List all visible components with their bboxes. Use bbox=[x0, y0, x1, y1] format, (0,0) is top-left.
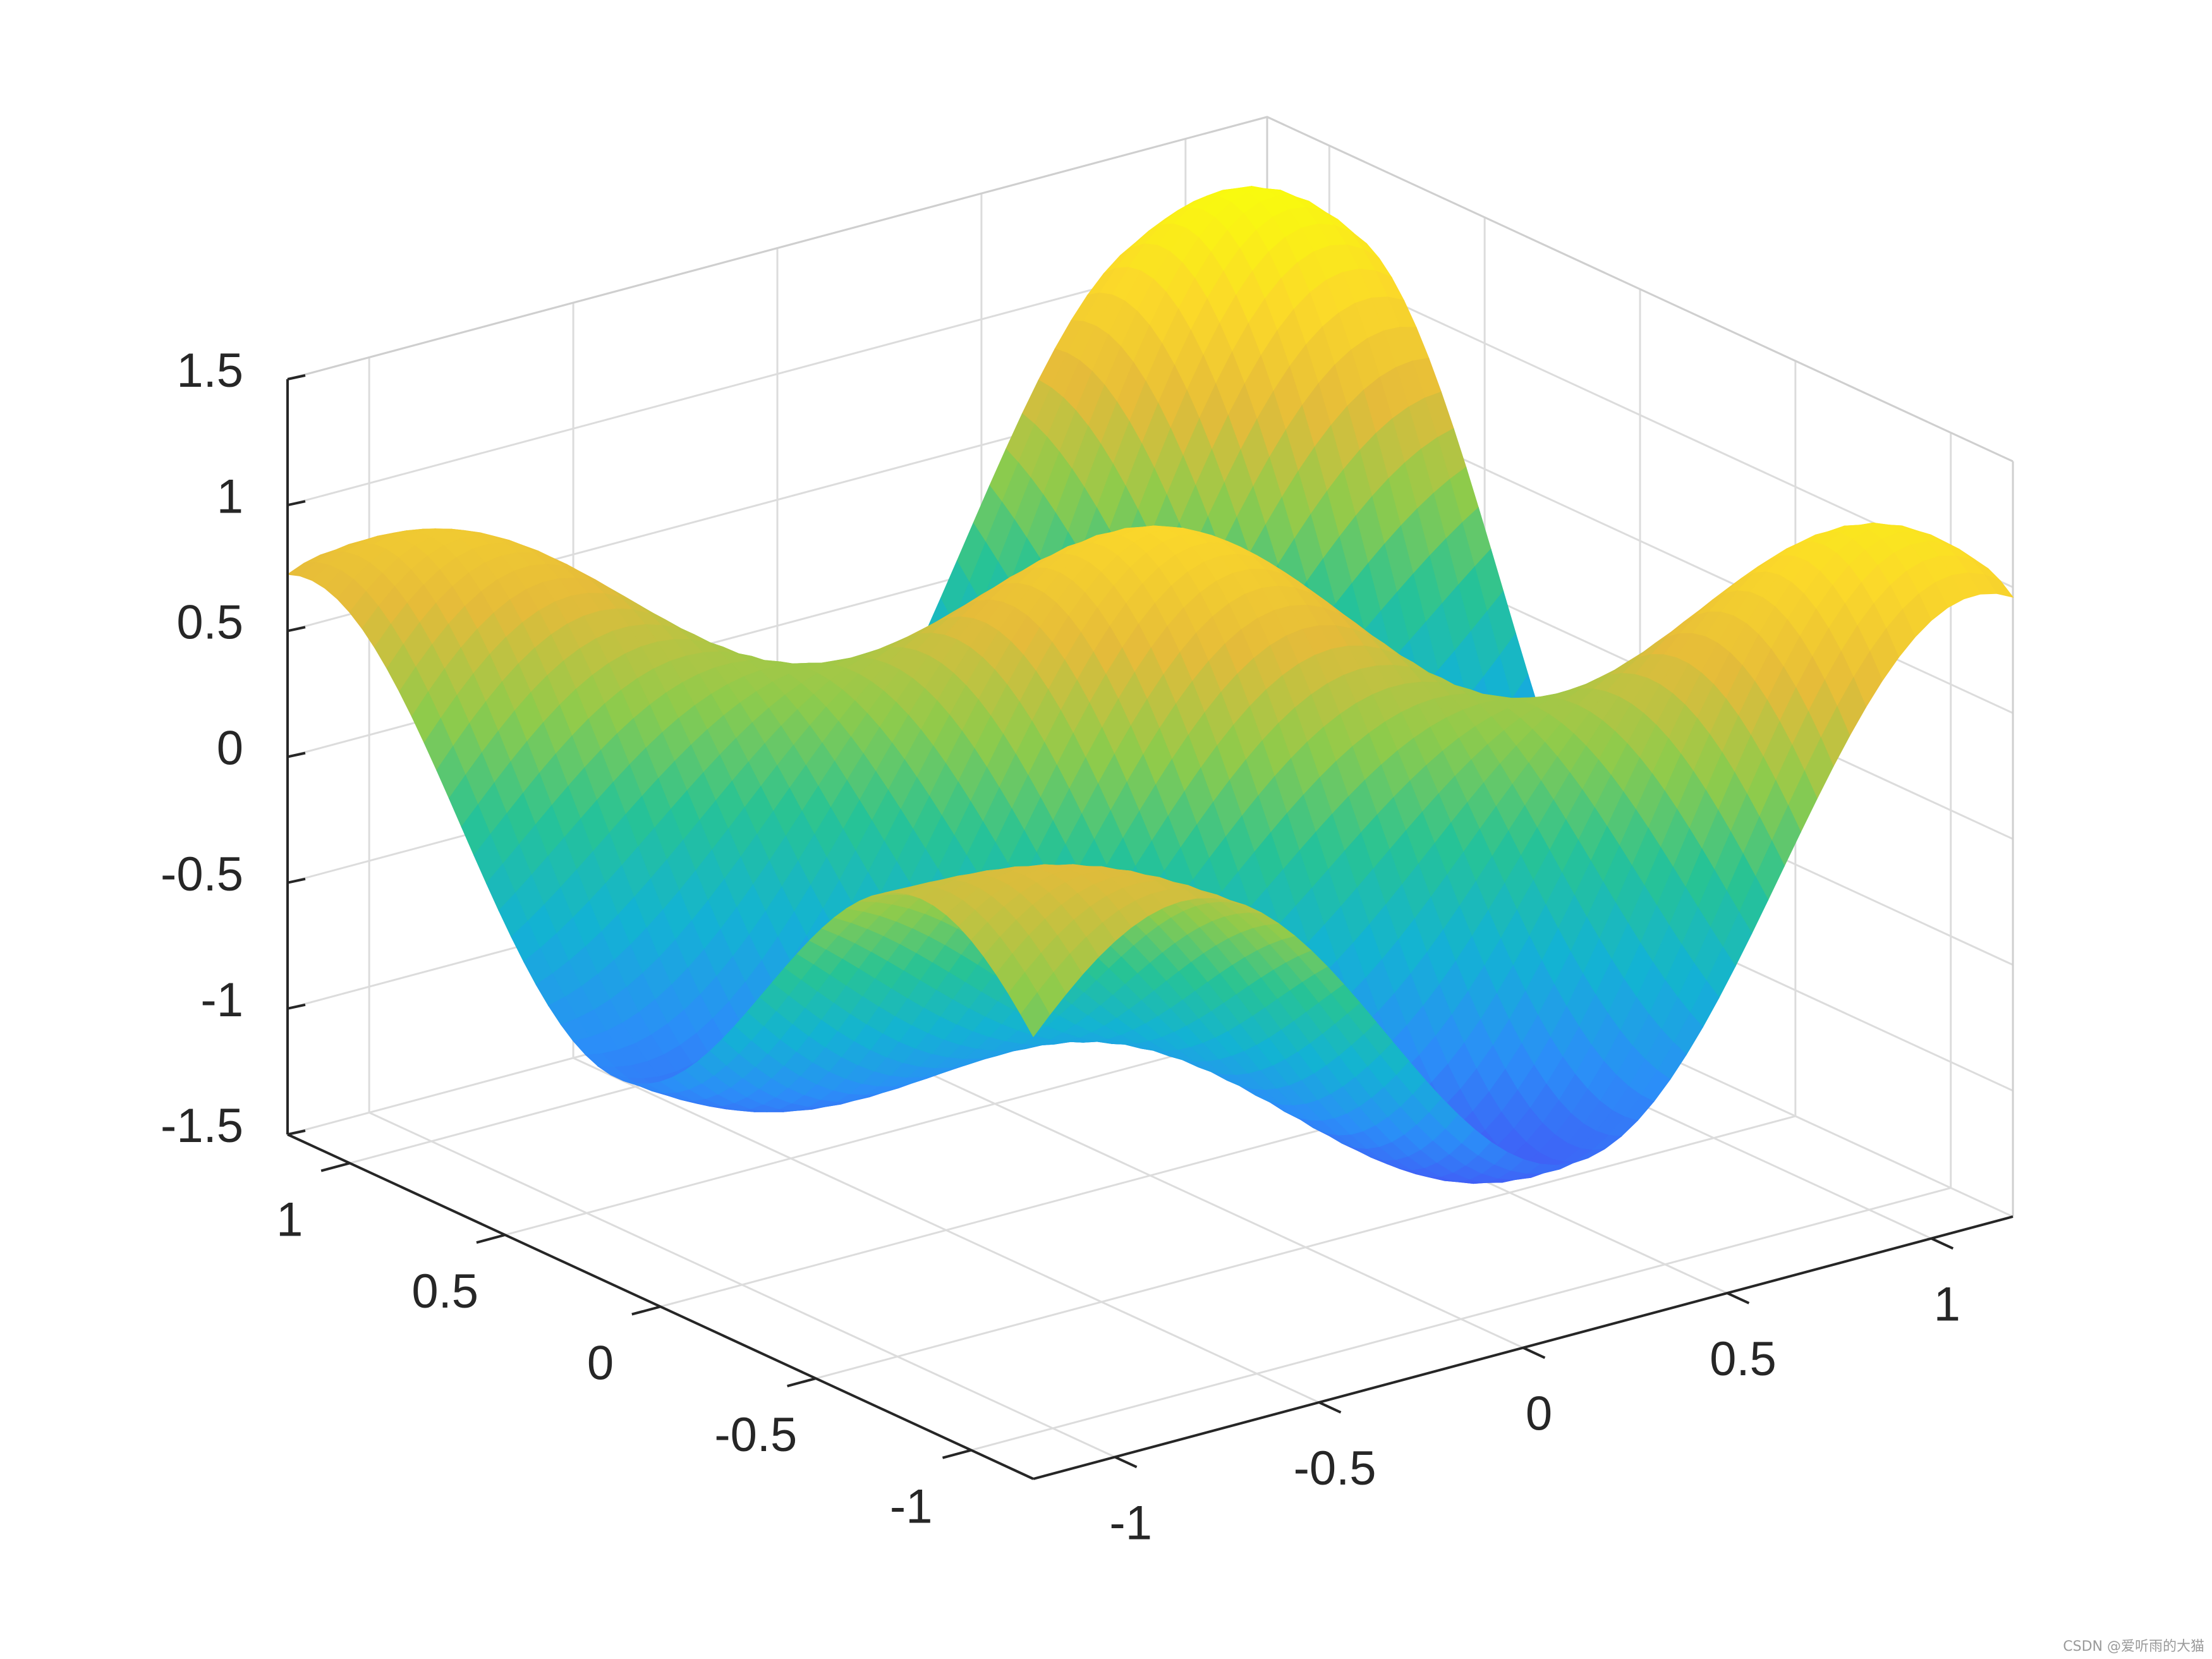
y-tick-label-1: -0.5 bbox=[714, 1408, 797, 1462]
watermark: CSDN @爱听雨的大猫 bbox=[2063, 1639, 2204, 1655]
y-tick-label-4: 1 bbox=[276, 1193, 303, 1246]
y-tick-4 bbox=[320, 1162, 350, 1172]
surface-mesh bbox=[286, 186, 2014, 1184]
x-tick-2 bbox=[1522, 1346, 1546, 1359]
y-tick-3 bbox=[476, 1234, 506, 1244]
x-tick-3 bbox=[1727, 1292, 1750, 1304]
z-tick-label-6: 1.5 bbox=[176, 344, 243, 398]
x-tick-4 bbox=[1930, 1237, 1954, 1250]
y-tick-2 bbox=[631, 1305, 661, 1316]
grid-line-y-floor-0 bbox=[971, 1187, 1952, 1452]
y-tick-1 bbox=[787, 1377, 817, 1388]
x-tick-label-0: -1 bbox=[1109, 1496, 1152, 1550]
z-tick-label-3: 0 bbox=[217, 722, 243, 775]
z-tick-label-0: -1.5 bbox=[161, 1099, 243, 1153]
y-tick-label-2: 0 bbox=[587, 1337, 614, 1390]
x-tick-label-4: 1 bbox=[1934, 1278, 1960, 1332]
x-tick-label-3: 0.5 bbox=[1710, 1332, 1777, 1386]
y-tick-label-0: -1 bbox=[890, 1480, 933, 1534]
grid-line-y-floor-1 bbox=[815, 1115, 1796, 1380]
z-tick-label-4: 0.5 bbox=[176, 595, 243, 649]
y-tick-label-3: 0.5 bbox=[411, 1265, 478, 1318]
z-tick-label-2: -0.5 bbox=[161, 848, 243, 901]
z-tick-label-5: 1 bbox=[217, 470, 243, 523]
x-tick-0 bbox=[1114, 1455, 1138, 1469]
z-tick-label-1: -1 bbox=[200, 973, 243, 1027]
x-tick-1 bbox=[1318, 1401, 1342, 1414]
x-tick-label-2: 0 bbox=[1526, 1387, 1552, 1441]
y-tick-0 bbox=[942, 1449, 972, 1459]
x-tick-label-1: -0.5 bbox=[1294, 1442, 1376, 1495]
